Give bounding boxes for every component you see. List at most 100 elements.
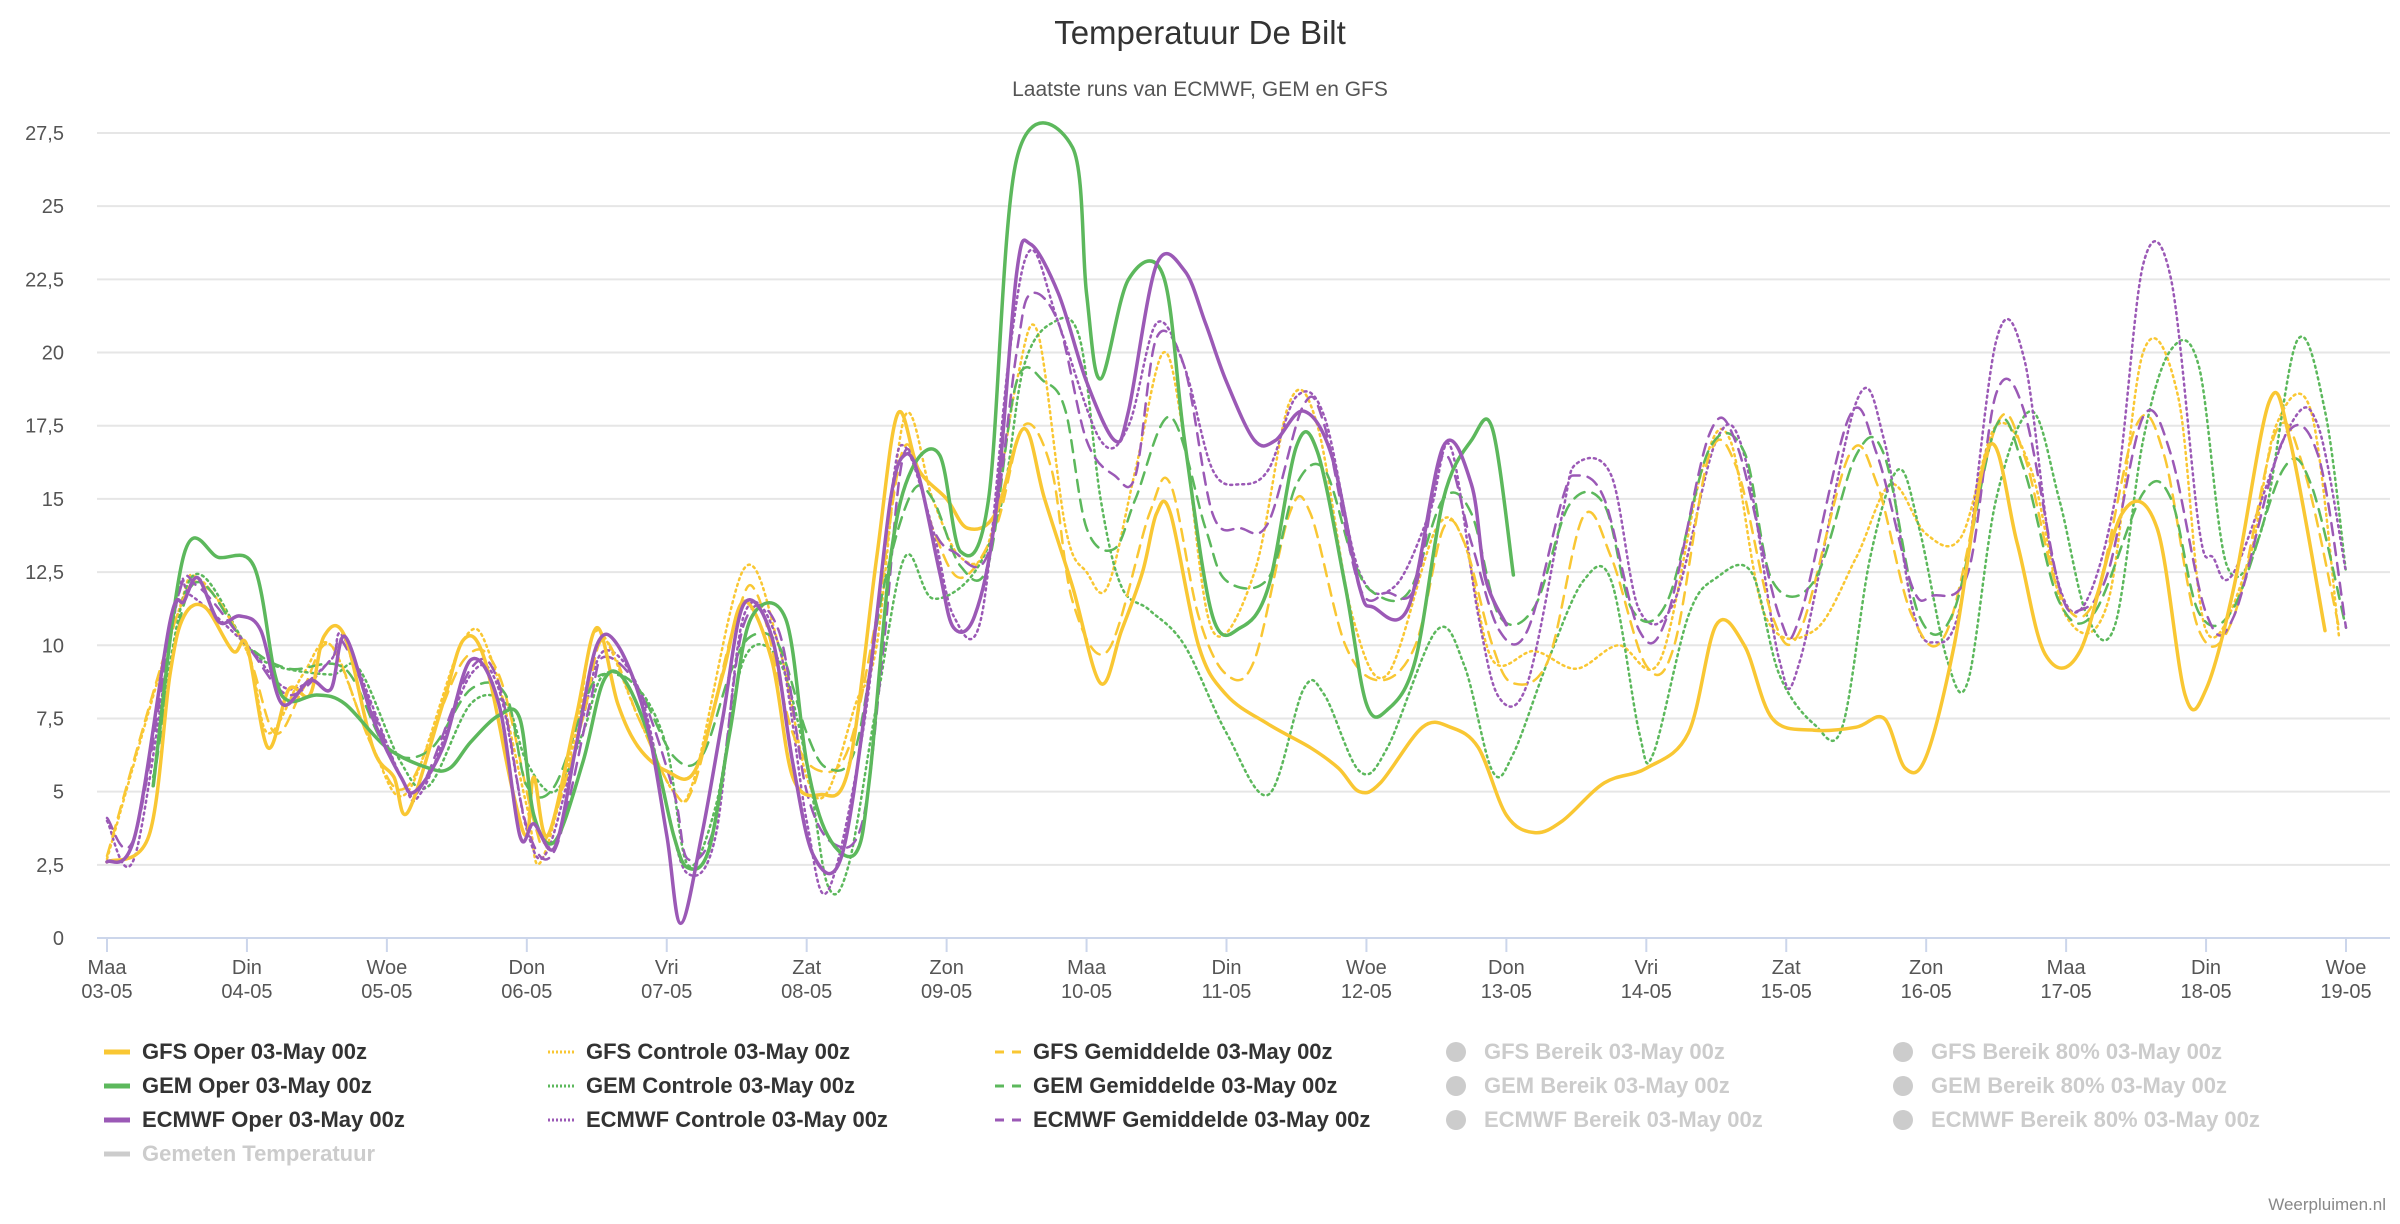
x-tick-date: 06-05	[501, 981, 552, 1003]
legend-item[interactable]: ECMWF Bereik 80% 03-May 00z	[1893, 1107, 2260, 1132]
x-tick-day: Zat	[1772, 957, 1801, 979]
series-line-ecmwf-oper-03-may-00z	[105, 238, 1509, 926]
legend-label: GEM Bereik 80% 03-May 00z	[1931, 1073, 2227, 1098]
x-tick-date: 15-05	[1761, 981, 1812, 1003]
y-tick-label: 7,5	[36, 708, 64, 730]
y-tick-label: 15	[42, 489, 64, 511]
legend-label: GEM Bereik 03-May 00z	[1484, 1073, 1730, 1098]
y-tick-label: 10	[42, 635, 64, 657]
x-tick-day: Zon	[1909, 957, 1943, 979]
legend-item[interactable]: ECMWF Controle 03-May 00z	[548, 1107, 888, 1132]
series-line-ecmwf-controle-03-may-00z	[105, 240, 2348, 896]
y-tick-label: 2,5	[36, 855, 64, 877]
legend-item[interactable]: GEM Gemiddelde 03-May 00z	[995, 1073, 1337, 1098]
x-tick-date: 10-05	[1061, 981, 1112, 1003]
x-tick-day: Woe	[1346, 957, 1387, 979]
chart-subtitle: Laatste runs van ECMWF, GEM en GFS	[1012, 78, 1388, 101]
x-tick-day: Din	[232, 957, 262, 979]
legend-item[interactable]: GFS Bereik 03-May 00z	[1446, 1039, 1725, 1064]
x-tick-day: Don	[508, 957, 545, 979]
x-tick-date: 12-05	[1341, 981, 1392, 1003]
grid	[97, 132, 2390, 866]
legend-item[interactable]: GEM Bereik 80% 03-May 00z	[1893, 1073, 2227, 1098]
legend-item[interactable]: GFS Controle 03-May 00z	[548, 1039, 850, 1064]
legend-item[interactable]: GEM Oper 03-May 00z	[104, 1073, 372, 1098]
legend-circle-icon	[1446, 1076, 1466, 1096]
x-tick-day: Vri	[1634, 957, 1658, 979]
x-tick-date: 18-05	[2180, 981, 2231, 1003]
y-axis: 0 2,5 5 7,5 10 12,5 15 17,5 20 22,5 25 27,5	[25, 123, 64, 950]
x-tick-day: Woe	[2326, 957, 2367, 979]
legend-label: GEM Gemiddelde 03-May 00z	[1033, 1073, 1337, 1098]
legend-label: GFS Gemiddelde 03-May 00z	[1033, 1039, 1333, 1064]
x-tick-day: Maa	[1067, 957, 1107, 979]
legend-label: GEM Controle 03-May 00z	[586, 1073, 855, 1098]
x-tick-day: Woe	[366, 957, 407, 979]
series-line-gfs-oper-03-may-00z	[105, 390, 2327, 864]
x-axis: Maa03-05Din04-05Woe05-05Don06-05Vri07-05…	[81, 937, 2390, 1003]
legend-circle-icon	[1446, 1042, 1466, 1062]
y-tick-label: 12,5	[25, 562, 64, 584]
series-line-gfs-controle-03-may-00z	[105, 323, 2341, 866]
x-tick-day: Din	[1211, 957, 1241, 979]
legend-item[interactable]: GFS Gemiddelde 03-May 00z	[995, 1039, 1333, 1064]
legend-item[interactable]: GFS Oper 03-May 00z	[104, 1039, 367, 1064]
y-tick-label: 27,5	[25, 123, 64, 145]
legend-label: GFS Bereik 80% 03-May 00z	[1931, 1039, 2222, 1064]
legend-item[interactable]: ECMWF Gemiddelde 03-May 00z	[995, 1107, 1370, 1132]
legend-label: ECMWF Controle 03-May 00z	[586, 1107, 888, 1132]
x-tick-date: 13-05	[1481, 981, 1532, 1003]
x-tick-date: 08-05	[781, 981, 832, 1003]
x-tick-date: 07-05	[641, 981, 692, 1003]
x-tick-day: Zat	[792, 957, 821, 979]
y-tick-label: 22,5	[25, 269, 64, 291]
y-tick-label: 17,5	[25, 416, 64, 438]
legend-item[interactable]: Gemeten Temperatuur	[104, 1141, 376, 1166]
x-tick-date: 11-05	[1202, 981, 1252, 1003]
series-line-gem-controle-03-may-00z	[151, 316, 2348, 896]
x-tick-day: Zon	[929, 957, 963, 979]
y-tick-label: 0	[53, 928, 64, 950]
series-line-gem-oper-03-may-00z	[151, 121, 1516, 871]
legend-label: ECMWF Bereik 03-May 00z	[1484, 1107, 1763, 1132]
x-tick-date: 09-05	[921, 981, 972, 1003]
legend-circle-icon	[1446, 1110, 1466, 1130]
x-tick-date: 16-05	[1901, 981, 1952, 1003]
x-tick-date: 17-05	[2041, 981, 2092, 1003]
y-tick-label: 25	[42, 196, 64, 218]
x-tick-date: 19-05	[2320, 981, 2371, 1003]
legend-item[interactable]: ECMWF Oper 03-May 00z	[104, 1107, 405, 1132]
legend-circle-icon	[1893, 1042, 1913, 1062]
legend-item[interactable]: GEM Bereik 03-May 00z	[1446, 1073, 1730, 1098]
x-tick-date: 03-05	[81, 981, 132, 1003]
legend-circle-icon	[1893, 1110, 1913, 1130]
x-tick-date: 04-05	[221, 981, 272, 1003]
x-tick-date: 05-05	[361, 981, 412, 1003]
x-tick-day: Don	[1488, 957, 1525, 979]
x-tick-day: Maa	[2047, 957, 2087, 979]
chart-title: Temperatuur De Bilt	[1054, 14, 1346, 51]
legend-label: ECMWF Bereik 80% 03-May 00z	[1931, 1107, 2260, 1132]
x-tick-day: Maa	[88, 957, 128, 979]
x-tick-date: 14-05	[1621, 981, 1672, 1003]
legend-label: ECMWF Oper 03-May 00z	[142, 1107, 405, 1132]
legend-circle-icon	[1893, 1076, 1913, 1096]
x-tick-day: Din	[2191, 957, 2221, 979]
legend-label: ECMWF Gemiddelde 03-May 00z	[1033, 1107, 1370, 1132]
legend: GFS Oper 03-May 00z GFS Controle 03-May 0…	[104, 1039, 2260, 1166]
x-tick-day: Vri	[655, 957, 679, 979]
legend-item[interactable]: GFS Bereik 80% 03-May 00z	[1893, 1039, 2222, 1064]
legend-label: GFS Oper 03-May 00z	[142, 1039, 367, 1064]
y-tick-label: 20	[42, 343, 64, 365]
series-line-ecmwf-gemiddelde-03-may-00z	[105, 291, 2348, 862]
legend-item[interactable]: GEM Controle 03-May 00z	[548, 1073, 855, 1098]
y-tick-label: 5	[53, 782, 64, 804]
legend-item[interactable]: ECMWF Bereik 03-May 00z	[1446, 1107, 1763, 1132]
legend-label: GEM Oper 03-May 00z	[142, 1073, 372, 1098]
credit-link[interactable]: Weerpluimen.nl	[2268, 1195, 2386, 1214]
legend-label: Gemeten Temperatuur	[142, 1141, 376, 1166]
legend-label: GFS Bereik 03-May 00z	[1484, 1039, 1725, 1064]
plot-area	[105, 121, 2348, 926]
legend-label: GFS Controle 03-May 00z	[586, 1039, 850, 1064]
